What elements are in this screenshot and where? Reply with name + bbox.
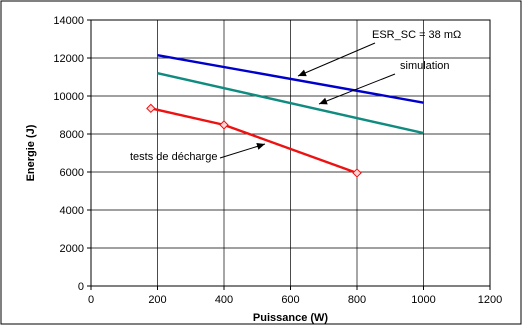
x-axis-title: Puissance (W) [253,312,329,324]
data-point-marker [146,103,156,114]
grid [91,20,490,286]
y-tick-label: 12000 [53,53,84,65]
x-tick-label: 1200 [478,294,502,306]
annotation-label: tests de décharge [130,151,217,163]
series-line [157,72,424,135]
x-tick-label: 200 [148,294,166,306]
annotation-label: simulation [400,60,450,72]
series-line [157,53,424,104]
x-tick-label: 0 [88,294,94,306]
y-tick-label: 0 [78,281,84,293]
y-tick-label: 10000 [53,91,84,103]
y-tick-label: 6000 [60,167,84,179]
annotation-arrow [297,42,376,77]
annotation-arrow [318,73,396,105]
y-tick-label: 2000 [60,243,84,255]
annotation-arrowhead [298,69,307,77]
data-point-marker [352,168,362,178]
y-tick-label: 4000 [60,205,84,217]
annotation-arrowhead [319,97,328,105]
series-group [146,53,424,178]
x-tick-label: 800 [348,294,366,306]
annotation-arrowhead [256,143,265,150]
x-tick-label: 1000 [411,294,435,306]
annotation-label: ESR_SC = 38 mΩ [372,29,461,41]
y-tick-label: 8000 [60,129,84,141]
x-tick-label: 400 [215,294,233,306]
data-point-marker [219,120,229,130]
annotations: ESR_SC = 38 mΩ simulation tests de décharg… [130,29,461,163]
y-axis-title: Energie (J) [25,124,37,181]
tick-labels: 0 2000 4000 6000 8000 10000 12000 14000 0 200 400 6… [53,15,502,306]
x-tick-label: 600 [281,294,299,306]
y-tick-label: 14000 [53,15,84,27]
